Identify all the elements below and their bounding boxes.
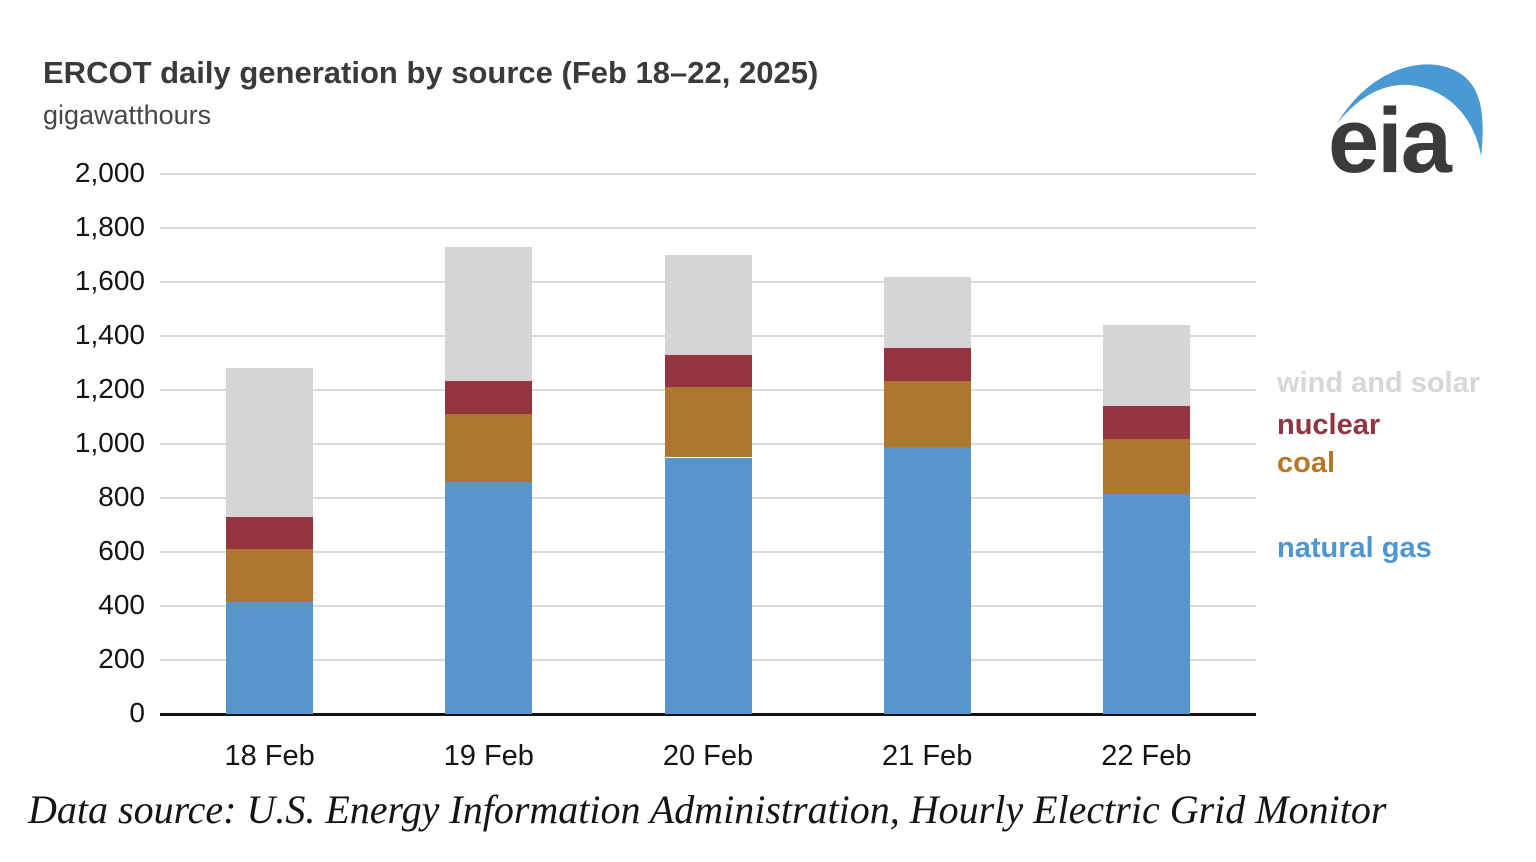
y-axis-tick-label: 1,800 [74,211,145,242]
y-axis-tick-label: 1,000 [74,427,145,458]
bar-segment-nuclear-19-feb [445,380,533,415]
bar-segment-coal-18-feb [226,549,314,602]
y-axis-tick-label: 2,000 [74,157,145,188]
data-source-note: Data source: U.S. Energy Information Adm… [28,787,1387,832]
chart-units-label: gigawatthours [43,100,212,130]
bar-segment-coal-22-feb [1102,438,1190,494]
bar-segment-natural-gas-20-feb [664,457,752,714]
legend-item-wind-and-solar: wind and solar [1277,367,1481,399]
gridline [160,173,1256,175]
eia-logo: eia [1328,64,1483,184]
y-axis-tick-label: 200 [98,643,145,674]
gridline [160,227,1256,229]
bar-segment-wind-and-solar-22-feb [1102,325,1190,407]
bar-segment-nuclear-21-feb [883,348,971,381]
y-axis-tick-label: 1,600 [74,265,145,296]
legend-item-nuclear: nuclear [1277,409,1381,441]
bar-segment-wind-and-solar-20-feb [664,255,752,355]
bar-segment-wind-and-solar-19-feb [445,246,533,381]
y-axis-tick-label: 1,400 [74,319,145,350]
x-axis-line [160,713,1256,716]
bar-segment-nuclear-20-feb [664,354,752,388]
x-axis-tick-label: 18 Feb [224,740,315,772]
bar-segment-wind-and-solar-21-feb [883,276,971,349]
legend-item-natural-gas: natural gas [1277,532,1432,564]
bar-segment-wind-and-solar-18-feb [226,368,314,517]
eia-swoosh-icon [1337,64,1483,156]
chart-title: ERCOT daily generation by source (Feb 18… [43,55,819,90]
y-axis-tick-label: 400 [98,589,145,620]
bar-segment-natural-gas-21-feb [883,446,971,714]
y-axis-tick-label: 1,200 [74,373,145,404]
bar-segment-natural-gas-19-feb [445,481,533,714]
x-axis-tick-label: 22 Feb [1101,740,1192,772]
bar-segment-nuclear-22-feb [1102,406,1190,439]
bar-segment-coal-21-feb [883,380,971,447]
legend-item-coal: coal [1277,447,1336,479]
x-axis-tick-label: 21 Feb [882,740,973,772]
bar-segment-coal-20-feb [664,387,752,458]
bar-segment-coal-19-feb [445,414,533,482]
y-axis-tick-label: 600 [98,535,145,566]
bar-segment-natural-gas-22-feb [1102,493,1190,714]
y-axis-tick-label: 800 [98,481,145,512]
x-axis-tick-label: 19 Feb [443,740,534,772]
bar-segment-natural-gas-18-feb [226,601,314,714]
y-axis-tick-label: 0 [129,697,145,728]
eia-logo-text: eia [1328,90,1453,184]
x-axis-tick-label: 20 Feb [662,740,754,772]
bar-segment-nuclear-18-feb [226,516,314,550]
